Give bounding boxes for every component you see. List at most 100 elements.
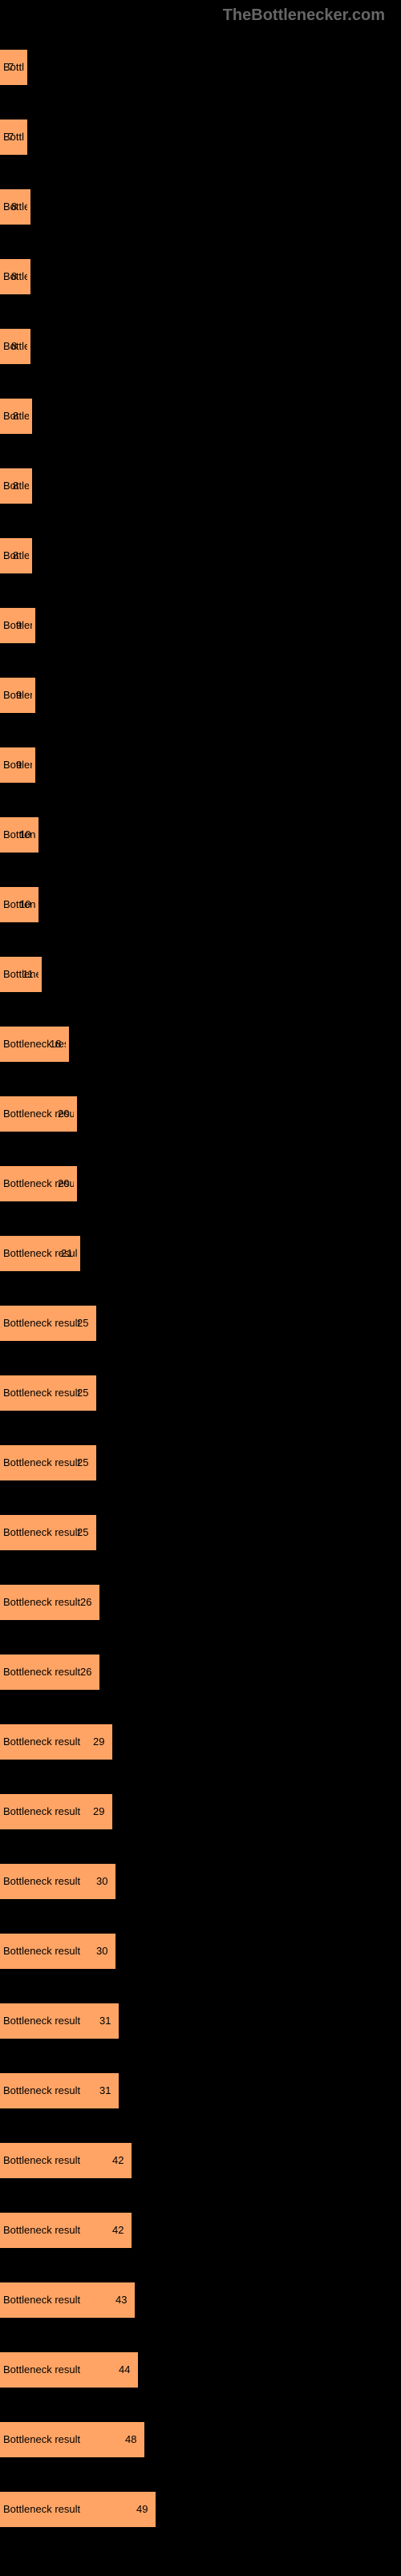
bar-value: 7 [8,61,14,73]
bar: Bottleneck result8 [0,329,30,364]
bar-label: Bottleneck result [3,2154,80,2166]
bar-row: Bottleneck result9 [0,722,401,792]
bar: Bottleneck result20 [0,1096,77,1132]
bar: Bottleneck result7 [0,50,27,85]
bar-row: Bottleneck result 30 [0,1838,401,1908]
bar-value: 8 [11,200,17,213]
bar: Bottleneck result31 [0,2073,119,2108]
bar: Bottleneck result8 [0,538,32,573]
bar-row: Bottleneck result26 [0,1559,401,1629]
bar-value: 9 [16,689,22,701]
bar-value: 30 [96,1875,107,1887]
bar-row: Bottleneck result 43 [0,2257,401,2327]
bar-row: Bottleneck result 29 [0,1699,401,1768]
bar-row: Bottleneck result 30 [0,1908,401,1978]
bar: Bottleneck result 42 [0,2143,132,2178]
bar-row: Bottleneck result8 [0,443,401,512]
bar: Bottleneck result18 [0,1027,69,1062]
bar: Bottleneck result7 [0,119,27,155]
bar-value: 29 [93,1736,104,1748]
bar: Bottleneck result8 [0,468,32,504]
bar-value: 49 [136,2503,148,2515]
bar-value: 31 [99,2084,111,2096]
bar-label: Bottleneck result [3,1666,80,1678]
bar: Bottleneck result8 [0,399,32,434]
bar-label: Bottleneck result [3,1736,80,1748]
bar-value: 18 [50,1038,61,1050]
bar: Bottleneck result 30 [0,1864,115,1899]
bar-value: 11 [22,968,34,980]
bar: Bottleneck result8 [0,259,30,294]
bar-value: 30 [96,1945,107,1957]
bar-value: 29 [93,1805,104,1817]
bar-value: 8 [11,340,17,352]
bar-row: Bottleneck result8 [0,303,401,373]
bar: Bottleneck result25 [0,1445,96,1480]
bar-row: Bottleneck result25 [0,1280,401,1350]
bar-row: Bottleneck result20 [0,1071,401,1140]
bar-value: 26 [80,1666,91,1678]
bar-label: Bottleneck result [3,1596,80,1608]
bar-row: Bottleneck result10 [0,792,401,861]
bar-row: Bottleneck result25 [0,1420,401,1489]
bar: Bottleneck result25 [0,1375,96,1411]
bar-value: 25 [77,1387,88,1399]
bar-row: Bottleneck result11 [0,931,401,1001]
bar: Bottleneck result25 [0,1515,96,1550]
bar-label: Bottleneck result [3,2503,80,2515]
bar-label: Bottleneck result [3,2015,80,2027]
chart-container: Bottleneck result7Bottleneck result7Bott… [0,0,401,2544]
bar-row: Bottleneck result7 [0,24,401,94]
bar-row: Bottleneck result8 [0,512,401,582]
bar: Bottleneck result 29 [0,1724,112,1760]
bar-value: 8 [13,549,18,561]
bar-row: Bottleneck result 42 [0,2187,401,2257]
bar-value: 8 [11,270,17,282]
bar: Bottleneck result11 [0,957,42,992]
bar-row: Bottleneck result8 [0,164,401,233]
bar-value: 20 [58,1108,69,1120]
bar: Bottleneck result 42 [0,2213,132,2248]
bar-label: Bottleneck result [3,2363,80,2376]
bar: Bottleneck result9 [0,608,35,643]
bar-value: 43 [115,2294,127,2306]
bar-label: Bottleneck result [3,2294,80,2306]
bar-row: Bottleneck result9 [0,582,401,652]
bar-row: Bottleneck result29 [0,1768,401,1838]
bar-row: Bottleneck result44 [0,2327,401,2396]
bar-row: Bottleneck result8 [0,373,401,443]
bar-row: Bottleneck result48 [0,2396,401,2466]
bar-label: Bottleneck result [3,1456,80,1468]
bar-row: Bottleneck result25 [0,1489,401,1559]
bar-value: 20 [58,1177,69,1189]
bar-value: 25 [77,1456,88,1468]
bar: Bottleneck result20 [0,1166,77,1201]
bar-value: 10 [19,898,30,910]
bar: Bottleneck result 43 [0,2282,135,2318]
bar-value: 42 [112,2224,124,2236]
bar-value: 7 [8,131,14,143]
bar-value: 42 [112,2154,124,2166]
bar-value: 25 [77,1317,88,1329]
bar-value: 10 [19,828,30,840]
bar-row: Bottleneck result7 [0,94,401,164]
bar-row: Bottleneck result 49 [0,2466,401,2536]
bar-label: Bottleneck result [3,1945,80,1957]
bar-row: Bottleneck result 42 [0,2117,401,2187]
bar: Bottleneck result 49 [0,2492,156,2527]
bar: Bottleneck result 30 [0,1934,115,1969]
bar-row: Bottleneck result20 [0,1140,401,1210]
bar: Bottleneck result44 [0,2352,138,2388]
bar: Bottleneck result26 [0,1585,99,1620]
bar-label: Bottleneck result [3,2224,80,2236]
bar: Bottleneck result9 [0,747,35,783]
bar-value: 9 [16,619,22,631]
bar-label: Bottleneck result [3,2433,80,2445]
bar-value: 8 [13,410,18,422]
bar-value: 21 [61,1247,72,1259]
bar: Bottleneck result26 [0,1655,99,1690]
bar-row: Bottleneck result31 [0,1978,401,2047]
bar: Bottleneck result9 [0,678,35,713]
bar: Bottleneck result48 [0,2422,144,2457]
bar-label: Bottleneck result [3,1875,80,1887]
